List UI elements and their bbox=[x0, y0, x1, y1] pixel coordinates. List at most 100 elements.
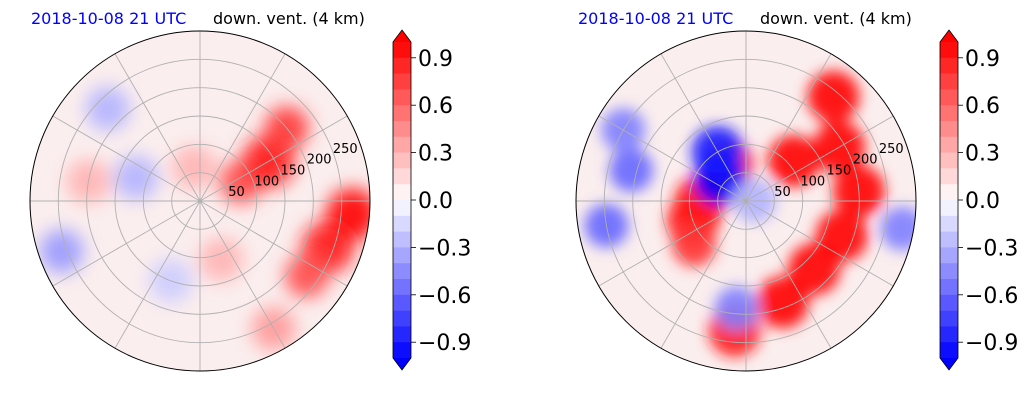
field-blob bbox=[788, 243, 841, 296]
grid-spoke bbox=[199, 200, 286, 349]
polar-grid bbox=[30, 31, 370, 371]
colorbar-segment bbox=[940, 152, 958, 169]
colorbar-segment bbox=[940, 168, 958, 185]
colorbar-extend-min bbox=[393, 358, 411, 370]
colorbar-segment bbox=[393, 200, 411, 217]
colorbar-segment bbox=[393, 121, 411, 138]
radial-tick-label: 100 bbox=[254, 174, 279, 189]
colorbar-segment bbox=[940, 231, 958, 248]
colorbar-segment bbox=[393, 89, 411, 106]
colorbar-segment bbox=[940, 89, 958, 106]
grid-spoke bbox=[745, 200, 832, 349]
colorbar-segment bbox=[940, 105, 958, 122]
colorbar-segment bbox=[940, 294, 958, 311]
grid-spoke bbox=[199, 115, 348, 202]
polar-frame bbox=[575, 30, 917, 372]
grid-spoke bbox=[745, 53, 832, 202]
grid-spoke bbox=[660, 200, 747, 349]
colorbar-segment bbox=[940, 73, 958, 90]
colorbar-segment bbox=[393, 42, 411, 59]
grid-spoke bbox=[199, 200, 348, 287]
field-blob bbox=[114, 155, 159, 200]
radial-tick-label: 250 bbox=[879, 142, 904, 157]
colorbar-segment bbox=[393, 152, 411, 169]
colorbar-segment bbox=[393, 231, 411, 248]
field-blob bbox=[767, 134, 820, 187]
field-blob bbox=[39, 229, 84, 274]
field-blob bbox=[199, 237, 244, 282]
colorbar-segment bbox=[940, 310, 958, 327]
radial-tick-label: 200 bbox=[853, 153, 878, 168]
colorbar-segment bbox=[393, 184, 411, 201]
colorbar-tick-label: −0.3 bbox=[418, 236, 471, 261]
colorbar-segment bbox=[940, 184, 958, 201]
colorbar-tick-label: 0.6 bbox=[418, 94, 453, 119]
polar-frame bbox=[29, 30, 371, 372]
grid-spoke bbox=[52, 115, 201, 202]
field-blob bbox=[609, 148, 654, 193]
colorbar-segment bbox=[393, 168, 411, 185]
title-right: down. vent. (4 km) bbox=[213, 9, 365, 28]
colorbar-segment bbox=[940, 121, 958, 138]
colorbar-segment bbox=[393, 263, 411, 280]
colorbar-outline bbox=[392, 29, 412, 371]
colorbar-tick-label: 0.0 bbox=[965, 189, 1000, 214]
field-blob bbox=[756, 276, 809, 329]
grid-spoke bbox=[114, 53, 201, 202]
colorbar-segment bbox=[940, 247, 958, 264]
colorbar-1: 0.9 0.6 0.3 0.0 −0.3 −0.6 −0.9 bbox=[392, 29, 471, 371]
grid-spoke bbox=[114, 200, 201, 349]
grid-spoke bbox=[745, 115, 894, 202]
colorbar-segment bbox=[940, 42, 958, 59]
colorbar-tick-label: 0.3 bbox=[418, 142, 453, 167]
colorbar-extend-min bbox=[940, 358, 958, 370]
colorbar-segment bbox=[940, 136, 958, 153]
colorbar-extend-max bbox=[393, 30, 411, 42]
radial-tick-label: 50 bbox=[228, 185, 245, 200]
radial-tick-label: 100 bbox=[800, 174, 825, 189]
title-left: 2018-10-08 21 UTC bbox=[578, 9, 733, 28]
title-right: down. vent. (4 km) bbox=[760, 9, 912, 28]
grid-spoke bbox=[745, 200, 894, 287]
colorbar-outline bbox=[939, 29, 959, 371]
colorbar-segment bbox=[940, 279, 958, 296]
colorbar-tick-label: −0.9 bbox=[418, 331, 471, 356]
colorbar-tick-label: 0.9 bbox=[965, 47, 1000, 72]
field-blob bbox=[284, 253, 329, 298]
colorbar-segment bbox=[940, 57, 958, 74]
colorbar-segment bbox=[940, 263, 958, 280]
field-blob bbox=[714, 286, 759, 331]
colorbar-tick-label: 0.0 bbox=[418, 189, 453, 214]
colorbar-segment bbox=[940, 215, 958, 232]
colorbar-segment bbox=[393, 215, 411, 232]
radial-tick-label: 150 bbox=[827, 164, 852, 179]
colorbar-segment bbox=[393, 310, 411, 327]
title-left: 2018-10-08 21 UTC bbox=[31, 9, 186, 28]
colorbar-segment bbox=[393, 57, 411, 74]
colorbar-2: 0.9 0.6 0.3 0.0 −0.3 −0.6 −0.9 bbox=[939, 29, 1018, 371]
grid-spoke bbox=[598, 200, 747, 287]
colorbar-segment bbox=[940, 200, 958, 217]
colorbar-segment bbox=[393, 342, 411, 359]
colorbar-segment bbox=[393, 294, 411, 311]
radial-tick-label: 250 bbox=[333, 142, 358, 157]
colorbar-tick-label: −0.6 bbox=[418, 284, 471, 309]
colorbar-extend-max bbox=[940, 30, 958, 42]
grid-spoke bbox=[598, 115, 747, 202]
radial-tick-label: 200 bbox=[307, 153, 332, 168]
colorbar-segment bbox=[940, 342, 958, 359]
colorbar-segment bbox=[393, 279, 411, 296]
grid-spoke bbox=[199, 53, 286, 202]
colorbar-segment bbox=[940, 326, 958, 343]
colorbar-tick-label: −0.9 bbox=[965, 331, 1018, 356]
colorbar-tick-label: 0.3 bbox=[965, 142, 1000, 167]
grid-spoke bbox=[52, 200, 201, 287]
colorbar-segment bbox=[393, 326, 411, 343]
colorbar-tick-label: 0.9 bbox=[418, 47, 453, 72]
radial-tick-label: 50 bbox=[774, 185, 791, 200]
